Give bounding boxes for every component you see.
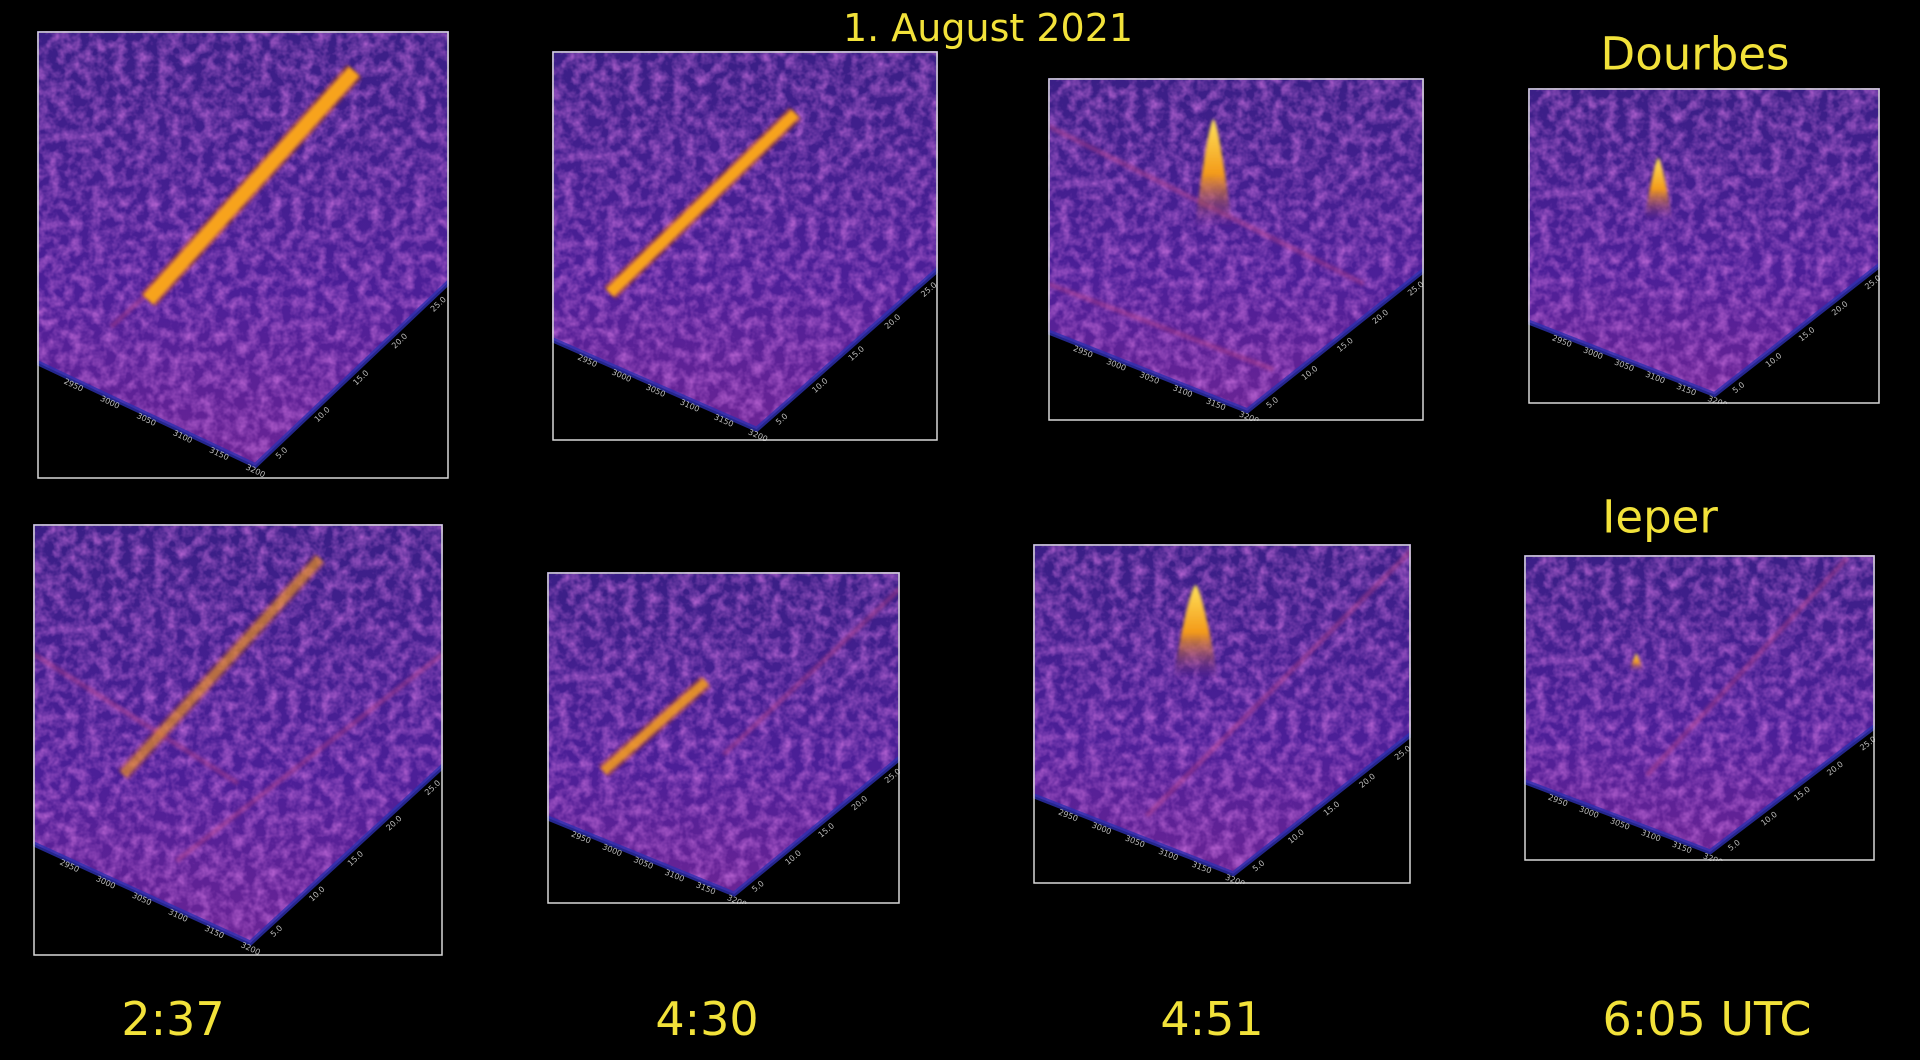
spectrogram-panel: 2950300030503100315032005.010.015.020.02… — [37, 31, 449, 479]
surface-edge — [1528, 262, 1880, 398]
panel-border — [33, 524, 443, 956]
station-label: Dourbes — [1600, 27, 1790, 81]
meteor-trail — [606, 109, 800, 297]
surface-edge — [33, 764, 443, 947]
spectrogram-panel: 2950300030503100315032005.010.015.020.02… — [1524, 555, 1875, 861]
frequency-tick-label: 3200 — [1224, 873, 1246, 884]
frequency-tick-label: 3200 — [726, 893, 748, 904]
meteor-trail — [600, 678, 709, 775]
time-label: 6:05 UTC — [1602, 992, 1812, 1046]
spectrogram-panel: 2950300030503100315032005.010.015.020.02… — [1528, 88, 1880, 404]
faint-trail — [33, 651, 240, 786]
faint-trail — [1144, 549, 1411, 818]
frequency-tick-label: 3200 — [1238, 410, 1260, 421]
spectrogram-panel: 2950300030503100315032005.010.015.020.02… — [1033, 544, 1411, 884]
faint-trail — [1645, 556, 1849, 778]
surface-edge — [552, 267, 938, 433]
time-label: 2:37 — [121, 992, 225, 1046]
spectrogram-panel: 2950300030503100315032005.010.015.020.02… — [33, 524, 443, 956]
faint-trail — [174, 651, 443, 863]
surface-edge — [37, 280, 449, 469]
spectrogram-panel: 2950300030503100315032005.010.015.020.02… — [552, 51, 938, 441]
surface-edge — [1524, 724, 1875, 855]
meteor-peak — [1644, 157, 1673, 221]
panel-border — [1033, 544, 1411, 884]
panel-border — [1048, 78, 1424, 421]
surface-edge — [1048, 268, 1424, 414]
spectrogram-panel: 2950300030503100315032005.010.015.020.02… — [547, 572, 900, 904]
surface-edge — [1033, 732, 1411, 877]
frequency-tick-label: 3200 — [1702, 851, 1724, 861]
date-title: 1. August 2021 — [842, 6, 1134, 50]
meteor-trail — [119, 555, 324, 778]
station-label: Ieper — [1602, 490, 1718, 544]
faint-trail — [1048, 281, 1275, 372]
meteor-peak — [1172, 584, 1219, 680]
surface-edge — [547, 755, 900, 897]
panel-border — [552, 51, 938, 441]
panel-border — [1528, 88, 1880, 404]
time-label: 4:51 — [1160, 992, 1264, 1046]
meteor-peak — [1194, 119, 1233, 229]
panel-border — [547, 572, 900, 904]
time-label: 4:30 — [655, 992, 759, 1046]
meteor-trail — [143, 66, 360, 305]
meteor-peak — [1629, 652, 1644, 672]
panel-border — [1524, 555, 1875, 861]
spectrogram-panel: 2950300030503100315032005.010.015.020.02… — [1048, 78, 1424, 421]
faint-trail — [721, 586, 900, 757]
frequency-tick-label: 3200 — [1706, 394, 1728, 404]
panel-border — [37, 31, 449, 479]
